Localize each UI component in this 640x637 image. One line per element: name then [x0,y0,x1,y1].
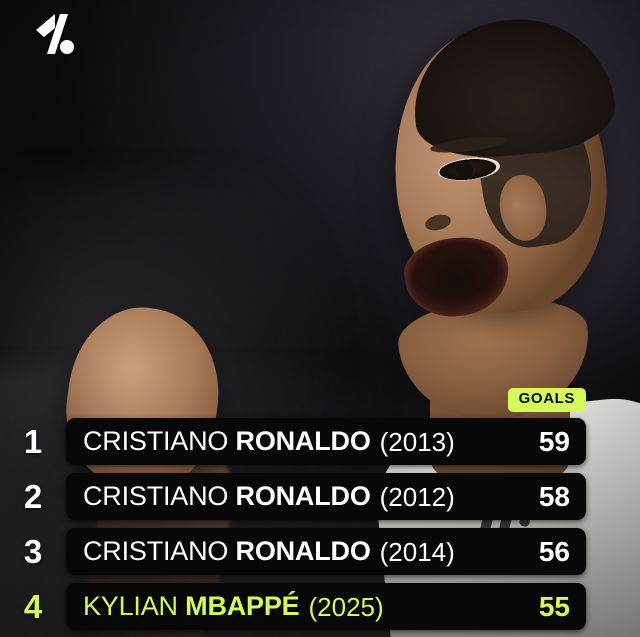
player-first-name: CRISTIANO [83,481,229,511]
ranking-list: 1 CRISTIANO RONALDO (2013) 59 2 CRISTIAN… [0,418,640,637]
rank-number: 1 [23,423,43,460]
rank-number: 2 [23,478,43,515]
row-pill: KYLIAN MBAPPÉ (2025) 55 [66,583,586,630]
row-pill: CRISTIANO RONALDO (2013) 59 [66,418,586,465]
table-row[interactable]: 1 CRISTIANO RONALDO (2013) 59 [0,418,586,465]
goals-column-badge: GOALS [507,388,586,412]
table-row[interactable]: 3 CRISTIANO RONALDO (2014) 56 [0,528,586,575]
player-last-name: MBAPPÉ [185,591,300,621]
row-pill: CRISTIANO RONALDO (2012) 58 [66,473,586,520]
player-name: CRISTIANO RONALDO [83,428,371,455]
onefootball-logo-icon [33,12,79,56]
player-name: KYLIAN MBAPPÉ [83,591,300,621]
season-year: (2025) [308,591,384,622]
row-pill: CRISTIANO RONALDO (2014) 56 [66,528,586,575]
player-last-name: RONALDO [235,481,371,511]
rank-number: 4 [23,588,43,625]
table-row-highlighted[interactable]: 4 KYLIAN MBAPPÉ (2025) 55 [0,583,586,630]
player-last-name: RONALDO [235,536,371,566]
player-first-name: CRISTIANO [83,426,229,456]
player-first-name: CRISTIANO [83,536,229,566]
season-year: (2013) [379,426,455,457]
goals-count: 55 [538,590,570,622]
player-last-name: RONALDO [235,426,371,456]
goals-count: 58 [538,480,570,512]
player-name: CRISTIANO RONALDO [83,483,371,510]
goals-count: 56 [538,535,570,567]
rank-number: 3 [23,533,43,570]
player-pupil [456,161,473,178]
player-name: CRISTIANO RONALDO [83,538,371,565]
table-row[interactable]: 2 CRISTIANO RONALDO (2012) 58 [0,473,586,520]
season-year: (2012) [379,481,455,512]
season-year: (2014) [379,536,455,567]
goals-count: 59 [538,425,570,457]
player-first-name: KYLIAN [83,591,178,621]
